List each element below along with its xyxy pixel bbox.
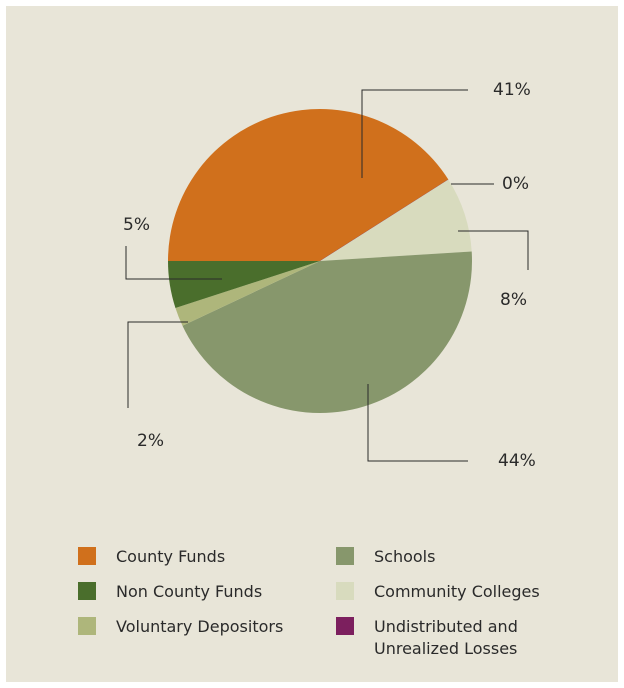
leader-line-county-funds [361, 89, 468, 178]
pie-slice-county-funds [168, 108, 449, 261]
pie-slice-voluntary-depositors [175, 261, 320, 326]
data-label-county-funds: 41% [493, 80, 531, 100]
pie-slice-schools [182, 251, 472, 413]
data-label-undistributed-and-unrealized-losses: 0% [502, 174, 529, 194]
pie-slice-community-colleges [320, 179, 472, 261]
leader-line-non-county-funds [125, 246, 222, 280]
leader-line-schools [367, 384, 468, 462]
data-label-schools: 44% [498, 451, 536, 471]
pie-slice-non-county-funds [168, 261, 320, 308]
data-label-community-colleges: 8% [500, 290, 527, 310]
leader-line-voluntary-depositors [127, 321, 188, 408]
data-label-non-county-funds: 5% [123, 215, 150, 235]
chart-card: 41% 0% 8% 44% 2% 5% County Funds Non County F… [6, 6, 618, 682]
leader-line-community-colleges [458, 230, 529, 270]
pie-chart: 41% 0% 8% 44% 2% 5% [123, 80, 536, 471]
data-label-voluntary-depositors: 2% [137, 431, 164, 451]
